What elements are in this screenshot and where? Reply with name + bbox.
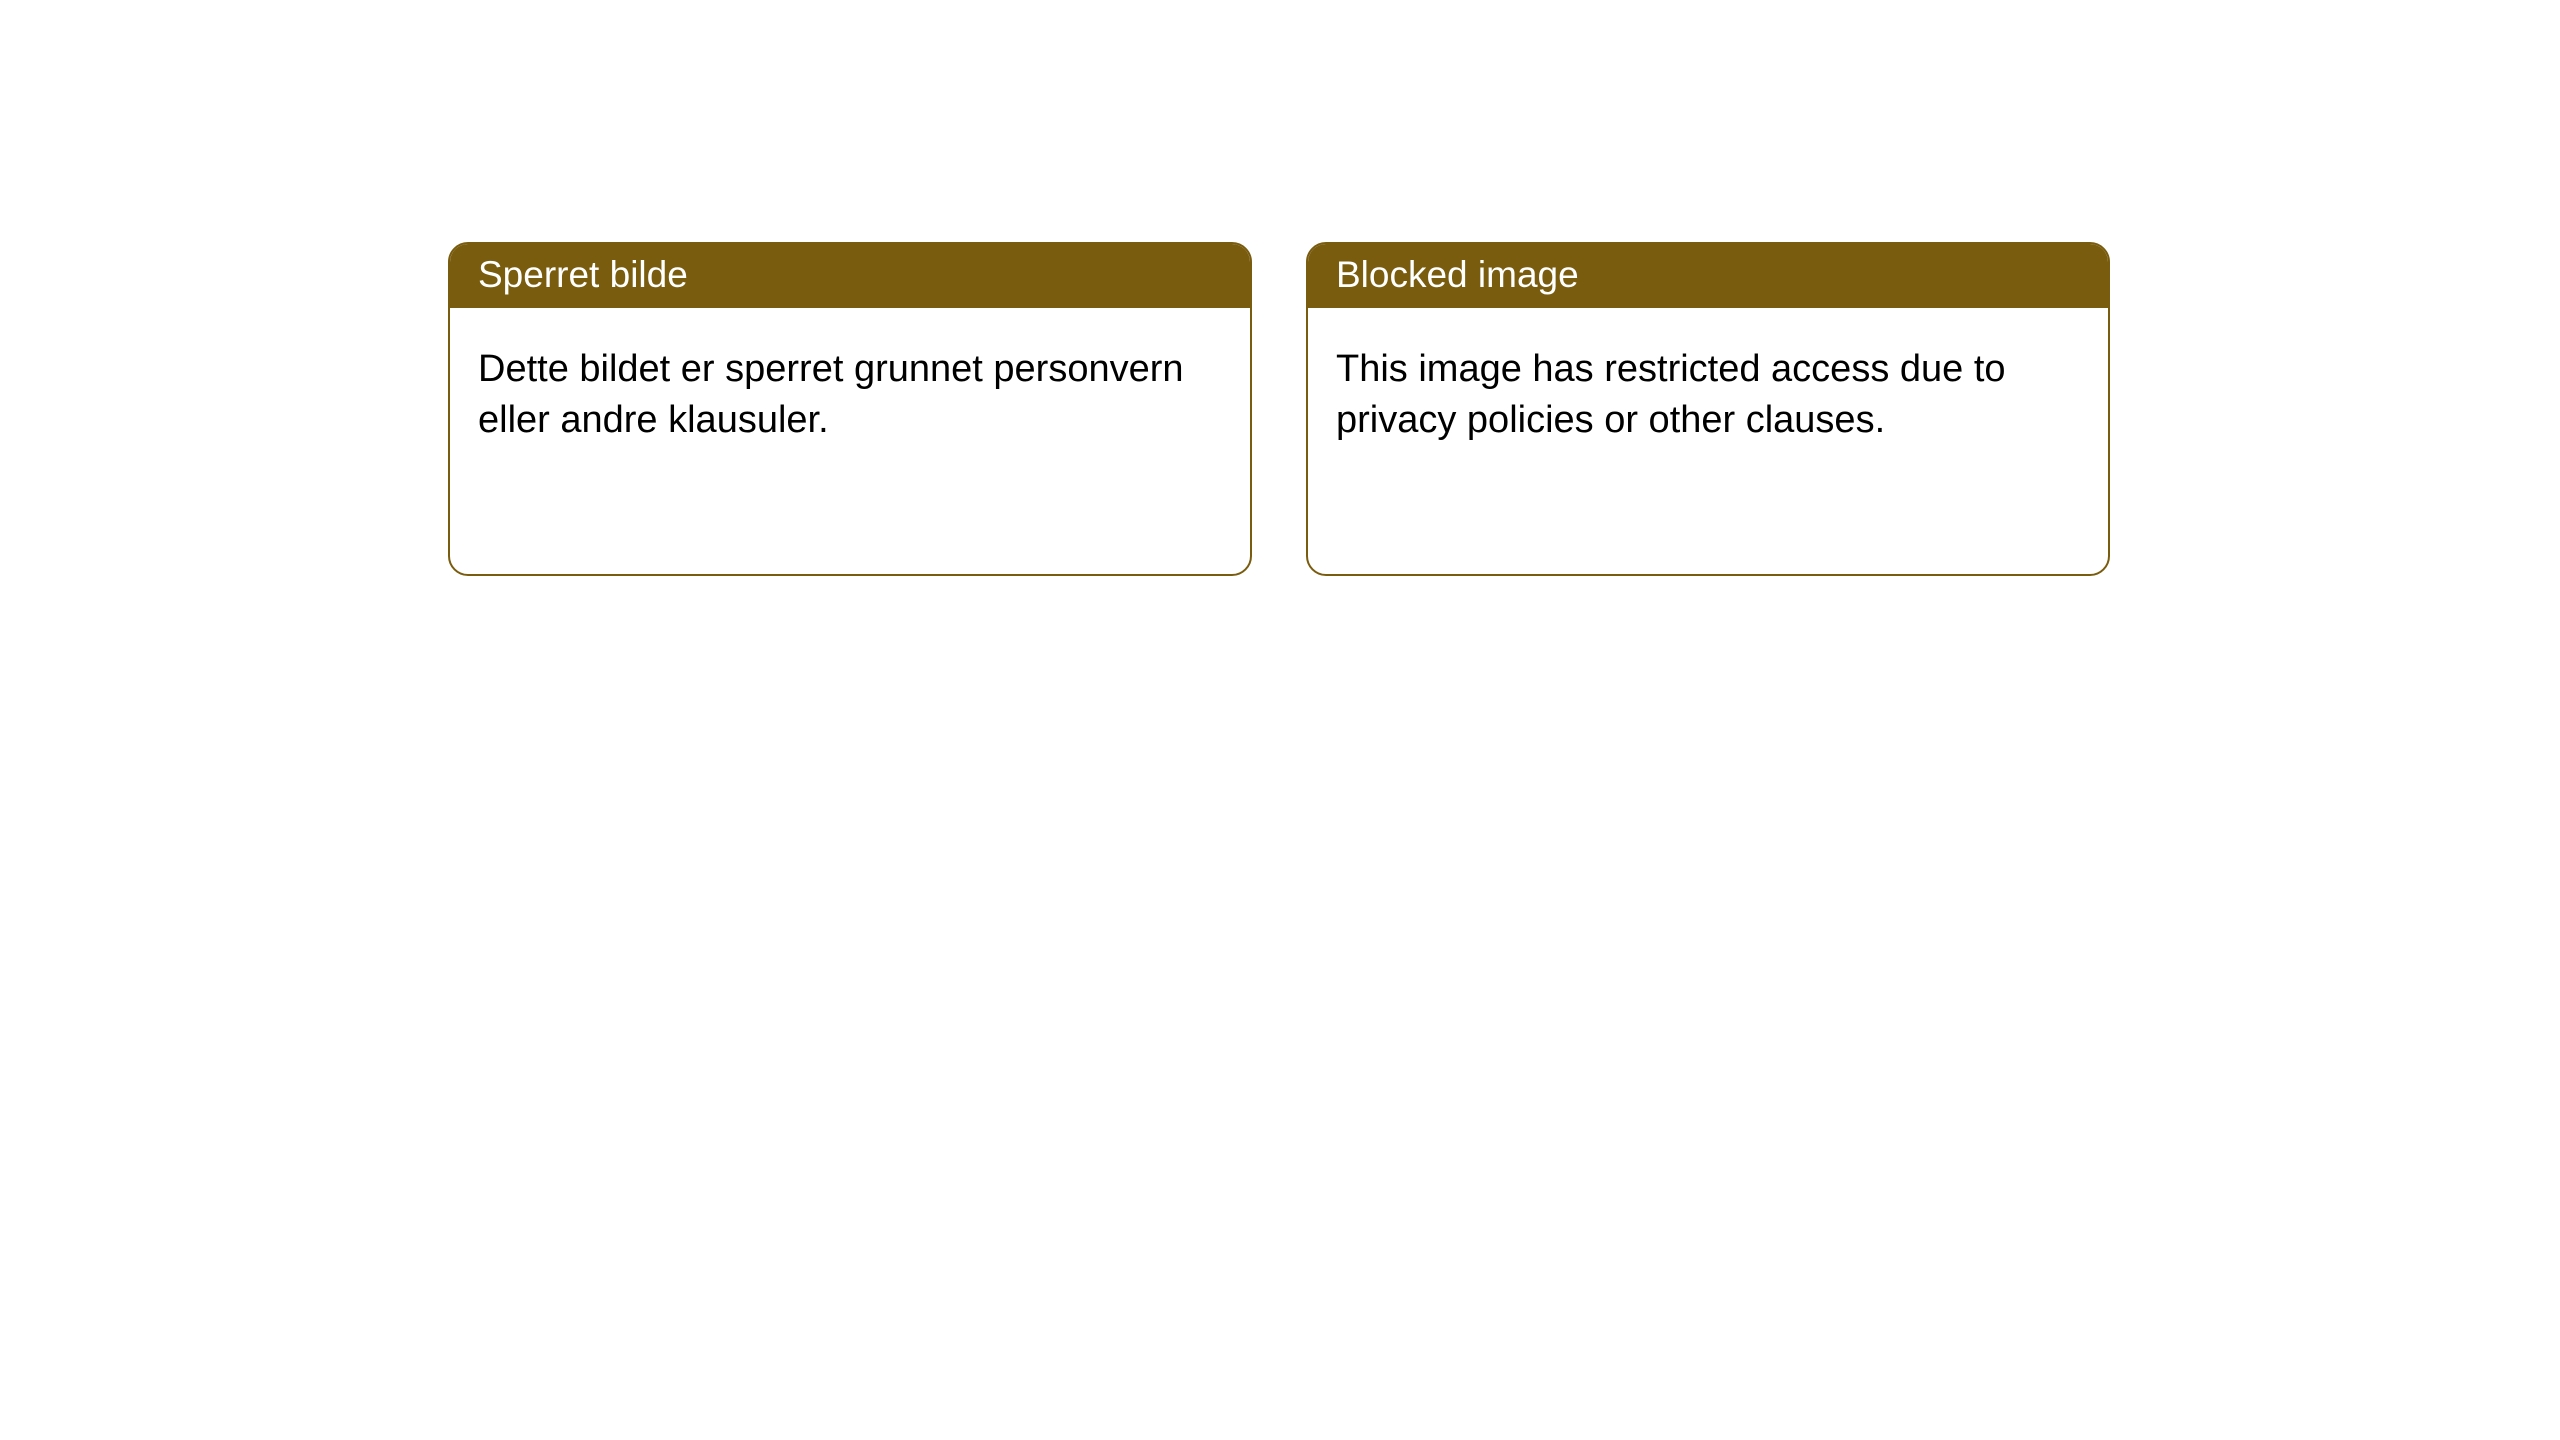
card-header: Sperret bilde — [450, 244, 1250, 308]
notice-card-norwegian: Sperret bilde Dette bildet er sperret gr… — [448, 242, 1252, 576]
notice-card-english: Blocked image This image has restricted … — [1306, 242, 2110, 576]
card-body: This image has restricted access due to … — [1308, 308, 2108, 473]
card-body-text: This image has restricted access due to … — [1336, 348, 2006, 441]
card-body: Dette bildet er sperret grunnet personve… — [450, 308, 1250, 473]
card-body-text: Dette bildet er sperret grunnet personve… — [478, 348, 1184, 441]
card-title: Blocked image — [1336, 254, 1579, 295]
notice-cards-container: Sperret bilde Dette bildet er sperret gr… — [0, 0, 2560, 576]
card-title: Sperret bilde — [478, 254, 688, 295]
card-header: Blocked image — [1308, 244, 2108, 308]
